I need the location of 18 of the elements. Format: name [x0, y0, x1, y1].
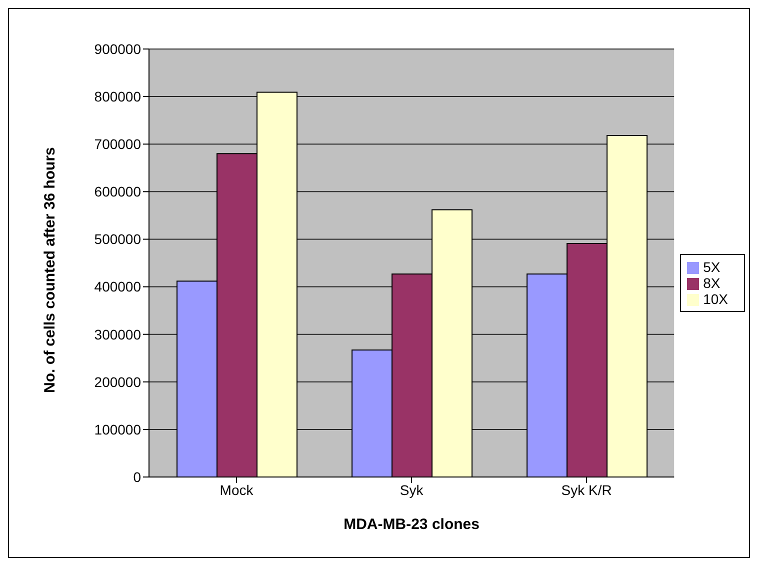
- legend-label: 8X: [703, 275, 720, 291]
- y-tick-label: 500000: [94, 231, 142, 248]
- y-tick-label: 0: [133, 468, 142, 485]
- y-tick-label: 200000: [94, 374, 142, 390]
- y-tick-label: 900000: [94, 40, 142, 57]
- legend-label: 10X: [703, 291, 728, 307]
- y-axis-title: No. of cells counted after 36 hours: [41, 147, 58, 393]
- x-axis-title: MDA-MB-23 clones: [344, 516, 480, 533]
- x-tick-label: Syk: [400, 482, 424, 498]
- y-tick-label: 700000: [94, 136, 142, 152]
- y-tick-label: 100000: [94, 421, 142, 438]
- y-tick-label: 400000: [94, 278, 142, 295]
- y-tick-label: 600000: [94, 184, 142, 200]
- y-tick-label: 300000: [94, 326, 142, 342]
- x-tick-label: Syk K/R: [561, 482, 612, 498]
- x-tick-label: Mock: [220, 482, 254, 498]
- legend-label: 5X: [703, 259, 720, 275]
- y-tick-label: 800000: [94, 88, 142, 105]
